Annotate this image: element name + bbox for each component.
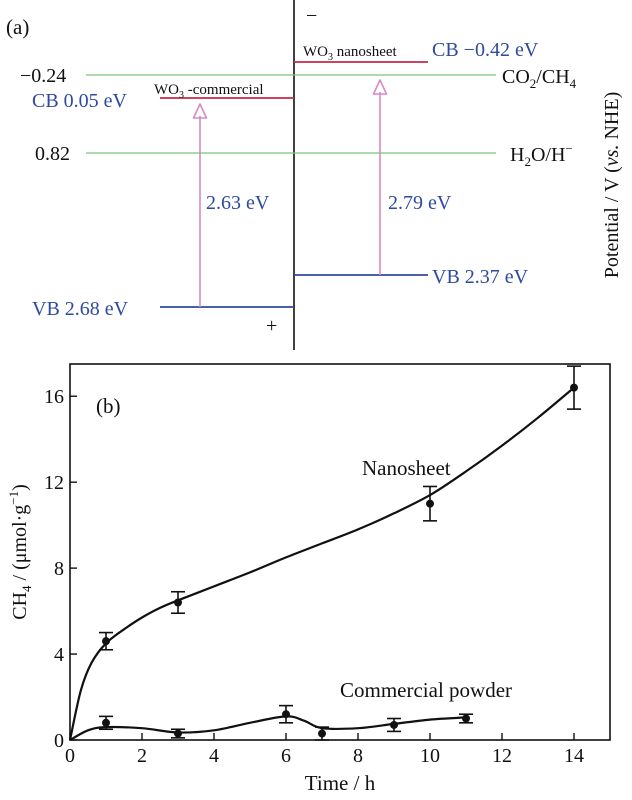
commercial-cb-label: CB 0.05 eV: [32, 90, 128, 112]
nanosheet-cb-label: CB −0.42 eV: [432, 39, 539, 61]
series-curve-1: [69, 715, 467, 741]
panel-b-label: (b): [96, 394, 121, 418]
potential-tick-label: −0.24: [20, 65, 66, 87]
y-tick-label: 12: [44, 472, 64, 494]
nanosheet-gap-arrowhead: [372, 79, 388, 95]
h2o-h-label: H2O/H−: [510, 141, 573, 169]
y-axis: 0 4 8 12 16: [44, 386, 77, 752]
commercial-name: WO3 -commercial: [154, 82, 264, 101]
data-point: [102, 718, 110, 727]
data-point: [174, 729, 182, 738]
ch4-chart: (b) 0 2 4 6 8 10 12 14 0 4 8 12 16 Nanosheet Commer…: [6, 363, 611, 795]
data-point: [462, 714, 470, 723]
series-label-commercial: Commercial powder: [340, 678, 512, 702]
series-label-nanosheet: Nanosheet: [362, 456, 451, 480]
potential-tick-label: 0.82: [35, 143, 70, 165]
commercial-vb-label: VB 2.68 eV: [32, 298, 129, 320]
x-tick-label: 14: [564, 745, 584, 767]
commercial-gap-label: 2.63 eV: [206, 192, 270, 214]
negative-sign: −: [306, 5, 317, 27]
data-point: [318, 729, 326, 738]
x-tick-label: 6: [281, 745, 291, 767]
x-tick-label: 0: [65, 745, 75, 767]
potential-axis-title: Potential / V (vs. NHE): [601, 92, 623, 278]
y-tick-label: 16: [44, 386, 64, 408]
y-axis-title: CH4 / (μmol·g−1): [6, 484, 34, 620]
data-point: [390, 720, 398, 729]
y-tick-label: 4: [54, 644, 64, 666]
data-point: [570, 383, 578, 392]
panel-a-label: (a): [6, 15, 29, 39]
y-tick-label: 8: [54, 558, 64, 580]
x-axis: 0 2 4 6 8 10 12 14: [65, 733, 584, 767]
nanosheet-gap-label: 2.79 eV: [388, 192, 452, 214]
data-point: [426, 499, 434, 508]
data-point: [102, 637, 110, 646]
data-point: [282, 710, 290, 719]
data-point: [174, 598, 182, 607]
x-tick-label: 12: [492, 745, 512, 767]
x-tick-label: 4: [209, 745, 219, 767]
nanosheet-name: WO3 nanosheet: [303, 44, 398, 63]
y-tick-label: 0: [54, 730, 64, 752]
co2-ch4-label: CO2/CH4: [502, 66, 577, 91]
commercial-gap-arrowhead: [192, 103, 208, 119]
series-points: [99, 365, 581, 741]
x-tick-label: 2: [137, 745, 147, 767]
positive-sign: +: [266, 315, 277, 337]
nanosheet-vb-label: VB 2.37 eV: [432, 266, 529, 288]
x-tick-label: 10: [420, 745, 440, 767]
plot-frame: [69, 363, 611, 741]
x-axis-title: Time / h: [305, 771, 376, 795]
x-tick-label: 8: [353, 745, 363, 767]
band-diagram: (a) − + −0.24 0.82 CO2/CH4 H2O/H− WO3 -c…: [6, 0, 623, 350]
